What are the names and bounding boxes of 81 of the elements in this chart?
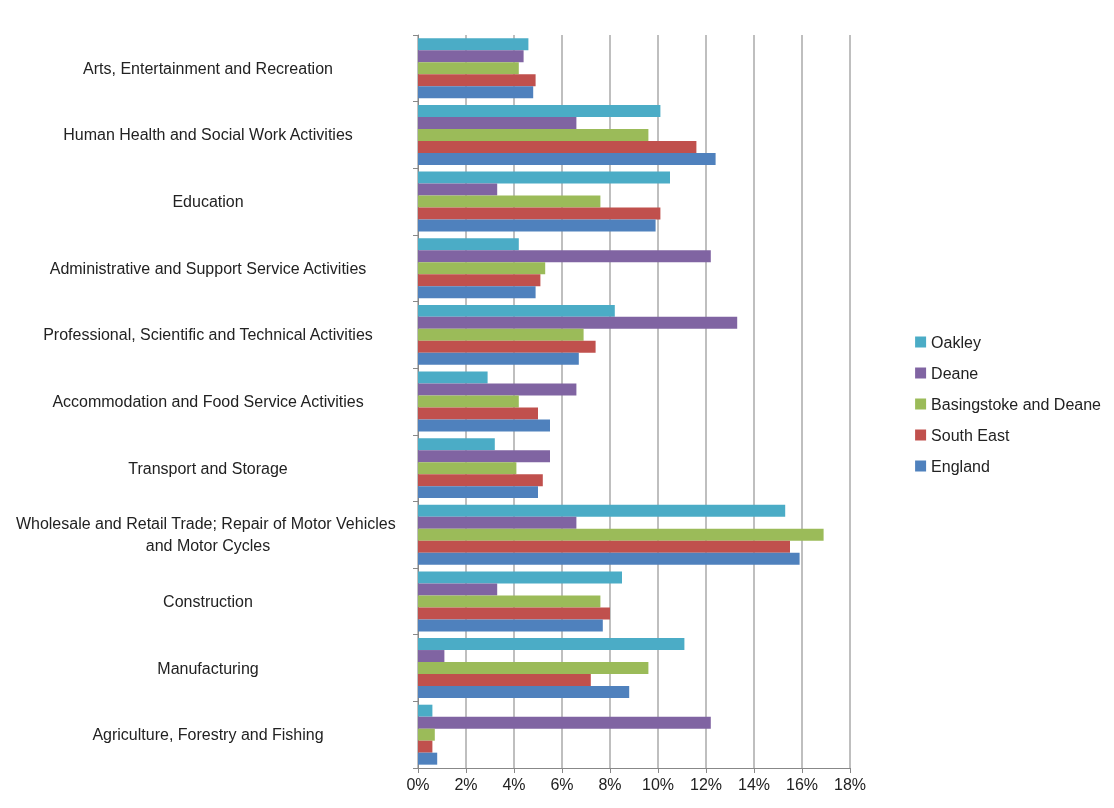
- bar: [418, 395, 519, 408]
- bar: [418, 262, 546, 275]
- bar: [418, 552, 800, 565]
- bar: [418, 407, 538, 420]
- legend-label: Oakley: [931, 333, 981, 351]
- bar: [418, 286, 536, 299]
- bar: [418, 650, 445, 663]
- x-tick-label: 6%: [550, 775, 574, 793]
- bar: [418, 74, 536, 87]
- y-tick-label: Human Health and Social Work Activities: [63, 126, 353, 144]
- bar: [418, 728, 435, 741]
- bar: [418, 219, 656, 232]
- bar: [418, 328, 584, 341]
- bar: [418, 352, 579, 365]
- y-tick-label: Accommodation and Food Service Activities: [52, 393, 364, 410]
- bar: [418, 140, 697, 153]
- x-tick-label: 4%: [502, 775, 526, 793]
- bar: [418, 128, 649, 141]
- bar: [418, 619, 603, 632]
- y-tick-label: Agriculture, Forestry and Fishing: [92, 726, 324, 744]
- y-tick-label: Arts, Entertainment and Recreation: [83, 59, 333, 77]
- bar: [418, 104, 661, 117]
- x-tick-label: 10%: [641, 775, 675, 793]
- legend-label: Basingstoke and Deane: [931, 395, 1102, 413]
- bar: [418, 583, 498, 596]
- bar: [418, 450, 550, 463]
- bar: [418, 716, 711, 729]
- bar: [418, 528, 824, 541]
- y-tick-label: Manufacturing: [157, 659, 259, 677]
- bar: [418, 116, 577, 129]
- bar: [418, 686, 630, 699]
- x-tick-label: 14%: [737, 775, 771, 793]
- bar: [418, 274, 541, 287]
- bar: [418, 340, 596, 353]
- bar: [418, 571, 622, 584]
- y-tick-label: Education: [172, 193, 244, 211]
- legend-label: England: [931, 457, 990, 475]
- bar: [418, 462, 517, 475]
- y-tick-label: Wholesale and Retail Trade; Repair of Motor Vehicles and Motor Cycles: [15, 515, 401, 555]
- bar: [418, 171, 670, 184]
- bar: [418, 86, 534, 99]
- bar: [418, 516, 577, 529]
- x-tick-label: 2%: [454, 775, 478, 793]
- bar: [418, 595, 601, 608]
- x-tick-label: 0%: [406, 775, 430, 793]
- y-tick-label: Professional, Scientific and Technical Activities: [43, 326, 373, 344]
- bar: [418, 50, 524, 63]
- bar: [418, 38, 529, 51]
- bar: [418, 316, 738, 329]
- bar: [418, 638, 685, 651]
- bar: [418, 195, 601, 208]
- x-tick-label: 16%: [785, 775, 819, 793]
- bar: [418, 674, 591, 687]
- x-tick-label: 18%: [833, 775, 867, 793]
- bar: [418, 238, 519, 251]
- bar: [418, 62, 519, 75]
- legend-label: Deane: [931, 364, 979, 382]
- bar: [418, 474, 543, 487]
- x-tick-label: 12%: [689, 775, 723, 793]
- y-tick-label: Construction: [163, 592, 253, 610]
- bar: [418, 250, 711, 263]
- bar: [418, 662, 649, 675]
- bar: [418, 383, 577, 396]
- bar: [418, 607, 610, 620]
- bar: [418, 486, 538, 499]
- bar: [418, 183, 498, 196]
- bar: [418, 540, 790, 553]
- bar: [418, 740, 433, 753]
- y-tick-label: Administrative and Support Service Activities: [49, 259, 367, 277]
- bar: [418, 304, 615, 317]
- bar: [418, 438, 495, 451]
- bar: [418, 419, 550, 432]
- bar: [418, 152, 716, 165]
- legend-label: South East: [931, 426, 1010, 444]
- bar: [418, 504, 786, 517]
- x-tick-label: 8%: [598, 775, 622, 793]
- y-tick-label: Transport and Storage: [128, 459, 288, 477]
- bar: [418, 704, 433, 717]
- bar: [418, 752, 438, 765]
- bar: [418, 207, 661, 220]
- bar: [418, 371, 488, 384]
